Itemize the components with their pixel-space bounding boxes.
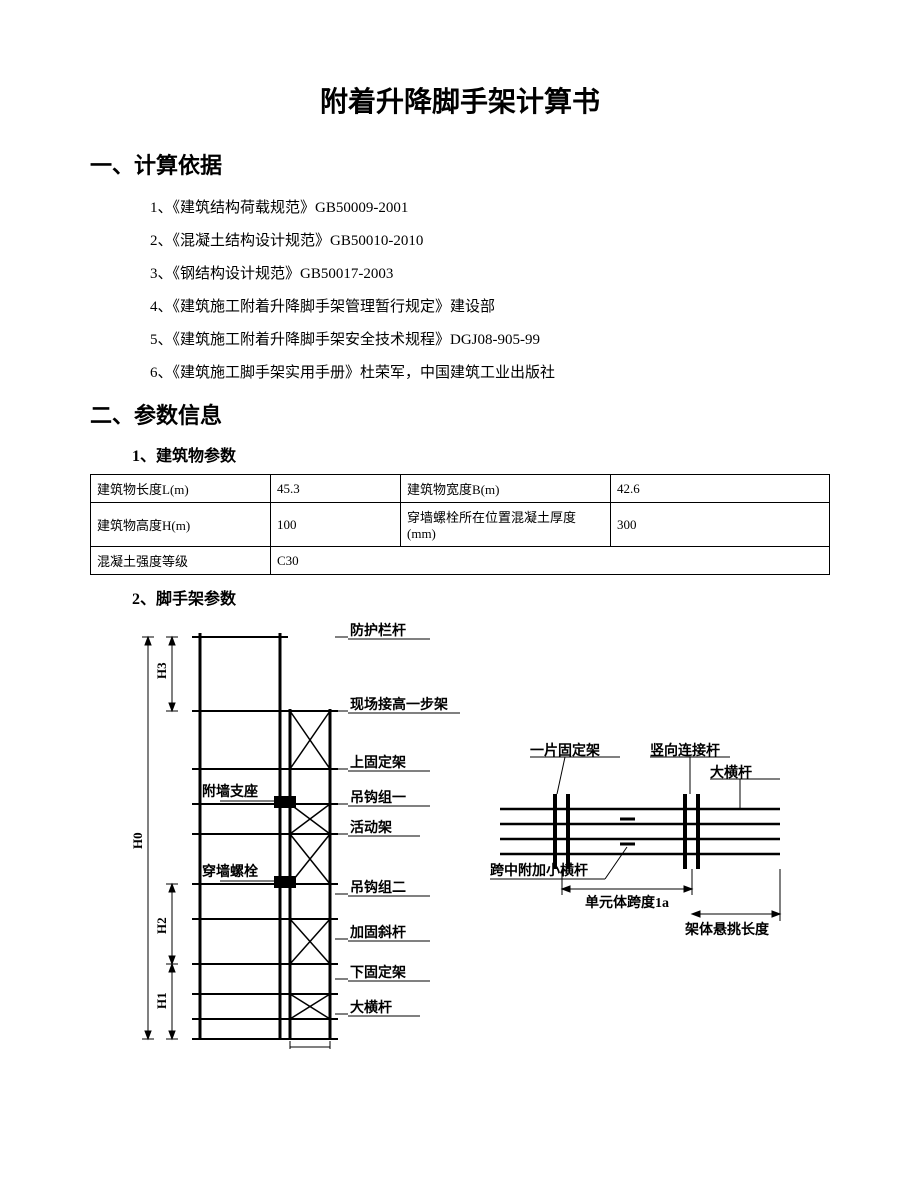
dim-h1-label: H1 [154, 992, 169, 1009]
table-cell: 穿墙螺栓所在位置混凝土厚度(mm) [401, 503, 611, 547]
ref-item-2: 2、《混凝土结构设计规范》GB50010-2010 [150, 225, 830, 258]
anno-right-3: 上固定架 [350, 754, 406, 771]
anno-right-4: 吊钩组一 [350, 789, 406, 806]
anno-bot-2: 单元体跨度1a [585, 894, 669, 911]
anno-bot-1: 跨中附加小横杆 [490, 862, 588, 879]
anno-right-5: 活动架 [350, 819, 392, 836]
table-cell: 混凝土强度等级 [91, 547, 271, 575]
dim-h3-label: H3 [154, 662, 169, 679]
building-params-table: 建筑物长度L(m) 45.3 建筑物宽度B(m) 42.6 建筑物高度H(m) … [90, 474, 830, 575]
ref-item-3: 3、《钢结构设计规范》GB50017-2003 [150, 258, 830, 291]
ref-item-1: 1、《建筑结构荷载规范》GB50009-2001 [150, 192, 830, 225]
anno-right-9: 大横杆 [350, 999, 392, 1016]
anno-bot-3: 架体悬挑长度 [684, 921, 770, 938]
plan-diagram: 一片固定架 竖向连接杆 大横杆 [490, 739, 790, 959]
section-1-heading: 一、计算依据 [90, 148, 830, 180]
section-2-heading: 二、参数信息 [90, 398, 830, 430]
table-row: 建筑物长度L(m) 45.3 建筑物宽度B(m) 42.6 [91, 475, 830, 503]
table-cell: 42.6 [611, 475, 830, 503]
table-cell: 建筑物长度L(m) [91, 475, 271, 503]
dim-h0-label: H0 [130, 832, 145, 849]
anno-top-2: 竖向连接杆 [650, 742, 720, 759]
anno-left-1: 附墙支座 [202, 783, 258, 800]
anno-top-3: 大横杆 [710, 764, 752, 781]
table-cell: 建筑物宽度B(m) [401, 475, 611, 503]
ref-item-5: 5、《建筑施工附着升降脚手架安全技术规程》DGJ08-905-99 [150, 324, 830, 357]
anno-top-1: 一片固定架 [530, 742, 600, 759]
table-row: 混凝土强度等级 C30 [91, 547, 830, 575]
subsection-2-1-heading: 1、建筑物参数 [90, 442, 830, 466]
anno-right-1: 防护栏杆 [350, 622, 406, 639]
table-row: 建筑物高度H(m) 100 穿墙螺栓所在位置混凝土厚度(mm) 300 [91, 503, 830, 547]
scaffold-diagrams: H0 H3 H2 H1 [90, 619, 830, 1049]
table-cell: 100 [271, 503, 401, 547]
dim-h2-label: H2 [154, 917, 169, 934]
elevation-diagram: H0 H3 H2 H1 [130, 619, 460, 1049]
document-title: 附着升降脚手架计算书 [90, 80, 830, 120]
anno-right-6: 吊钩组二 [350, 879, 406, 896]
ref-item-4: 4、《建筑施工附着升降脚手架管理暂行规定》建设部 [150, 291, 830, 324]
ref-item-6: 6、《建筑施工脚手架实用手册》杜荣军，中国建筑工业出版社 [150, 357, 830, 390]
anno-right-8: 下固定架 [350, 964, 406, 981]
table-cell: C30 [271, 547, 830, 575]
table-cell: 建筑物高度H(m) [91, 503, 271, 547]
subsection-2-2-heading: 2、脚手架参数 [90, 585, 830, 609]
table-cell: 45.3 [271, 475, 401, 503]
reference-list: 1、《建筑结构荷载规范》GB50009-2001 2、《混凝土结构设计规范》GB… [90, 192, 830, 390]
anno-right-2: 现场接高一步架 [350, 696, 448, 713]
anno-right-7: 加固斜杆 [349, 924, 406, 941]
anno-left-2: 穿墙螺栓 [202, 863, 258, 880]
table-cell: 300 [611, 503, 830, 547]
